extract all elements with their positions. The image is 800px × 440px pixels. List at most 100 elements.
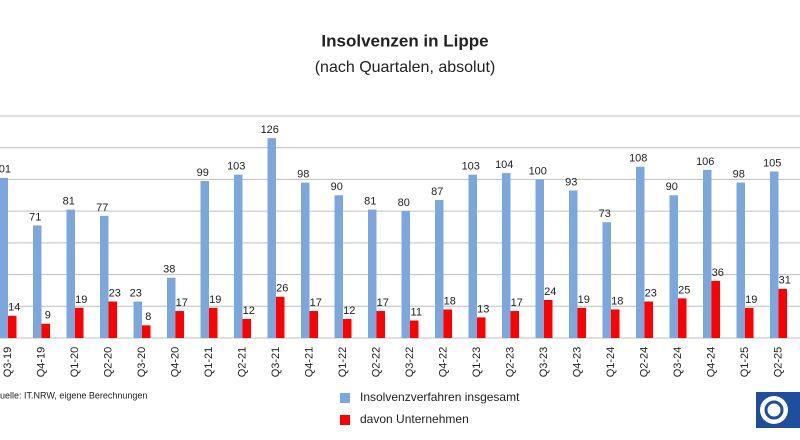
bar: [678, 298, 687, 338]
bar: [75, 307, 84, 338]
value-label: 103: [462, 161, 480, 173]
value-label: 87: [431, 186, 443, 198]
x-tick-label: Q2-21: [236, 347, 248, 378]
value-label: 81: [364, 195, 376, 207]
logo: [756, 392, 800, 428]
bar: [644, 301, 653, 338]
bar: [410, 320, 419, 338]
bar: [401, 211, 410, 338]
bar: [435, 200, 444, 338]
bar: [577, 307, 586, 338]
value-label: 80: [398, 197, 410, 209]
bar: [703, 169, 712, 338]
value-label: 36: [712, 267, 724, 279]
bar: [376, 311, 385, 338]
bar: [736, 182, 745, 338]
bar: [200, 181, 209, 338]
x-tick-label: Q1-23: [471, 347, 483, 378]
bar: [309, 311, 318, 338]
value-label: 31: [779, 275, 791, 287]
value-label: 108: [629, 153, 647, 165]
value-label: 17: [377, 297, 389, 309]
bar: [368, 209, 377, 338]
value-label: 71: [29, 211, 41, 223]
value-label: 19: [75, 294, 87, 306]
bar: [167, 277, 176, 338]
bar: [334, 195, 343, 338]
value-label: 13: [477, 303, 489, 315]
bar: [276, 296, 285, 338]
bar: [41, 323, 50, 338]
value-label: 18: [444, 295, 456, 307]
x-tick-label: Q3-24: [672, 347, 684, 378]
bar: [770, 171, 779, 338]
x-tick-label: Q3-21: [270, 347, 282, 378]
logo-circle: [760, 396, 788, 424]
value-label: 77: [96, 202, 108, 214]
x-tick-label: Q4-24: [705, 347, 717, 378]
x-tick-label: Q2-25: [772, 347, 784, 378]
bar: [510, 311, 519, 338]
value-label: 17: [176, 297, 188, 309]
value-label: 25: [678, 284, 690, 296]
bar: [242, 318, 251, 338]
value-label: 81: [63, 195, 75, 207]
value-label: 19: [209, 294, 221, 306]
value-label: 103: [227, 161, 245, 173]
value-label: 101: [0, 164, 11, 176]
value-label: 26: [276, 283, 288, 295]
bar: [443, 309, 452, 338]
x-tick-label: Q1-24: [605, 347, 617, 378]
bar: [66, 209, 75, 338]
value-label: 24: [544, 286, 556, 298]
x-tick-label: Q2-20: [102, 347, 114, 378]
value-label: 126: [261, 124, 279, 136]
x-tick-label: Q2-23: [504, 347, 516, 378]
x-tick-label: Q1-22: [337, 347, 349, 378]
bar: [569, 190, 578, 338]
value-label: 99: [197, 167, 209, 179]
bar: [175, 311, 184, 338]
x-tick-label: Q4-21: [303, 347, 315, 378]
value-label: 98: [733, 169, 745, 181]
bar: [611, 309, 620, 338]
value-label: 23: [109, 287, 121, 299]
value-label: 104: [495, 159, 513, 171]
value-label: 17: [511, 297, 523, 309]
bar: [108, 301, 117, 338]
bar: [745, 307, 754, 338]
bar: [544, 299, 553, 338]
value-label: 17: [310, 297, 322, 309]
x-tick-label: Q1-25: [739, 347, 751, 378]
x-tick-label: Q3-22: [404, 347, 416, 378]
x-tick-label: Q1-21: [203, 347, 215, 378]
value-label: 23: [645, 287, 657, 299]
value-label: 38: [163, 264, 175, 276]
bar: [778, 288, 787, 338]
value-label: 19: [745, 294, 757, 306]
value-label: 90: [666, 181, 678, 193]
x-tick-label: Q4-23: [571, 347, 583, 378]
value-label: 105: [763, 157, 781, 169]
bar: [343, 318, 352, 338]
bar: [234, 174, 243, 338]
x-tick-label: Q4-22: [437, 347, 449, 378]
bar: [133, 301, 142, 338]
bar: [711, 280, 720, 338]
value-label: 12: [343, 305, 355, 317]
x-tick-label: Q3-23: [538, 347, 550, 378]
bar: [477, 317, 486, 338]
value-label: 9: [45, 310, 51, 322]
legend-swatch: [340, 415, 350, 425]
value-label: 106: [696, 156, 714, 168]
x-tick-label: Q2-22: [370, 347, 382, 378]
chart-subtitle: (nach Quartalen, absolut): [315, 59, 496, 76]
legend-label: Insolvenzverfahren insgesamt: [360, 390, 520, 404]
bar: [535, 179, 544, 338]
value-label: 100: [529, 165, 547, 177]
source-note: Quelle: IT.NRW, eigene Berechnungen: [0, 390, 147, 400]
value-label: 18: [611, 295, 623, 307]
x-tick-label: Q1-20: [69, 347, 81, 378]
